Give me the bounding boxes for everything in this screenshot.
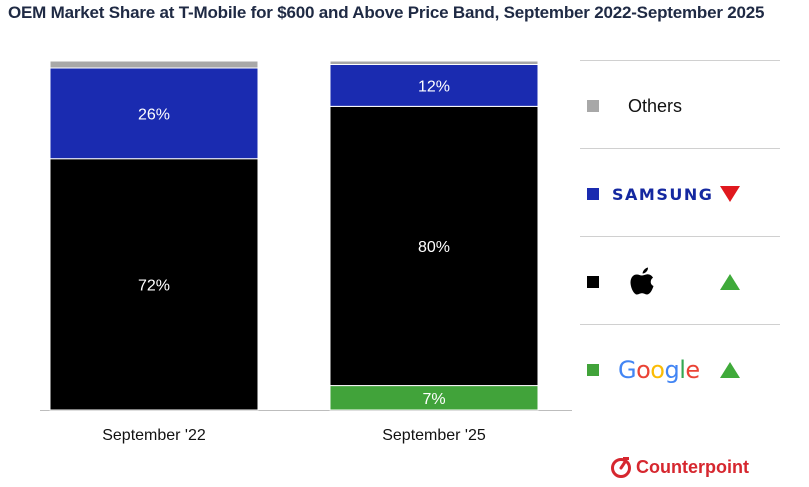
bar-segment-apple-0 bbox=[49, 158, 259, 411]
legend-item-samsung: SAMSUNG bbox=[580, 150, 780, 238]
bar-segment-apple-1 bbox=[329, 105, 539, 387]
legend-item-google: Google bbox=[580, 326, 780, 414]
legend-swatch-others bbox=[587, 100, 599, 112]
trend-down-icon bbox=[720, 186, 740, 202]
legend-item-apple bbox=[580, 238, 780, 326]
legend-label-others: Others bbox=[628, 95, 683, 116]
legend-item-others: Others bbox=[580, 62, 780, 150]
google-logo-text: Google bbox=[618, 356, 700, 384]
apple-logo-icon bbox=[630, 267, 654, 295]
x-tick-label-1: September '25 bbox=[382, 427, 486, 444]
data-label-google-1: 7% bbox=[422, 391, 445, 408]
data-label-samsung-0: 26% bbox=[138, 106, 170, 123]
bar-segment-others-0 bbox=[49, 60, 259, 69]
counterpoint-logo: Counterpoint bbox=[610, 456, 749, 478]
data-label-apple-0: 72% bbox=[138, 277, 170, 294]
counterpoint-logo-icon bbox=[611, 457, 631, 478]
trend-up-icon bbox=[720, 362, 740, 378]
chart-title: OEM Market Share at T-Mobile for $600 an… bbox=[8, 3, 765, 22]
trend-up-icon bbox=[720, 274, 740, 290]
legend-swatch-google bbox=[587, 364, 599, 376]
bar-segment-samsung-1 bbox=[329, 63, 539, 107]
data-label-samsung-1: 12% bbox=[418, 78, 450, 95]
data-label-apple-1: 80% bbox=[418, 239, 450, 256]
counterpoint-logo-text: Counterpoint bbox=[636, 456, 749, 477]
bar-segment-others-1 bbox=[329, 60, 539, 65]
samsung-logo-text: SAMSUNG bbox=[612, 184, 714, 204]
x-tick-label-0: September '22 bbox=[102, 427, 206, 444]
legend-swatch-samsung bbox=[587, 188, 599, 200]
legend-separator bbox=[580, 60, 780, 61]
legend-separator bbox=[580, 148, 780, 149]
legend-swatch-apple bbox=[587, 276, 599, 288]
legend-separator bbox=[580, 324, 780, 325]
legend-separator bbox=[580, 236, 780, 237]
